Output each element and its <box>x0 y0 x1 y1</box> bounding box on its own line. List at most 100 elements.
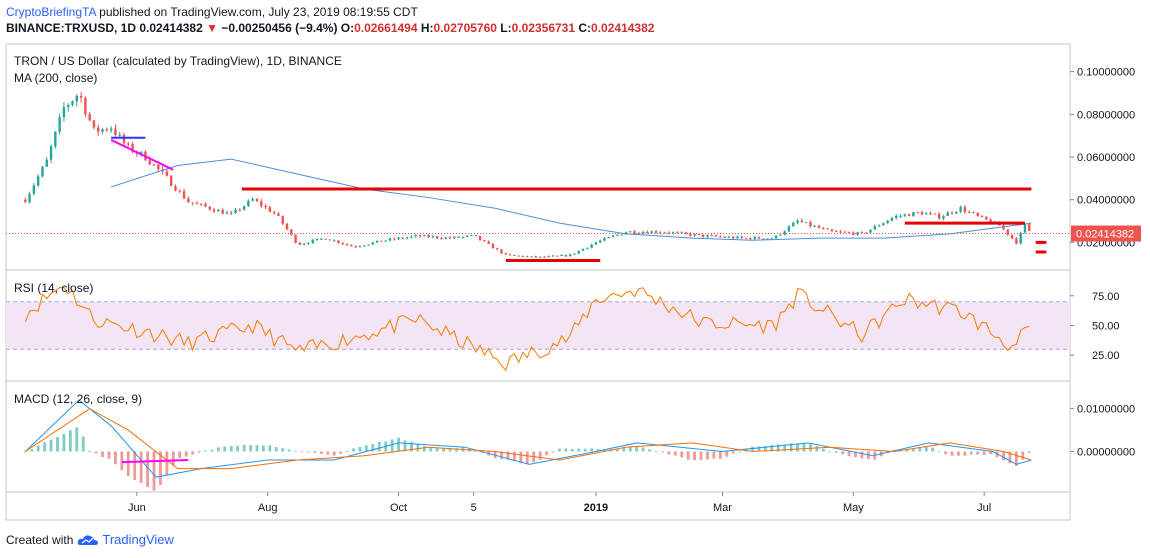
macd-histogram-bar <box>590 448 594 452</box>
time-tick-label: Jul <box>977 502 991 514</box>
macd-histogram-bar <box>570 449 574 452</box>
candle-body <box>230 212 233 214</box>
candle-body <box>551 255 555 257</box>
macd-histogram-bar <box>43 442 47 452</box>
macd-histogram-bar <box>204 450 207 452</box>
candle-body <box>32 185 36 194</box>
candle-body <box>315 238 319 240</box>
macd-histogram-bar <box>210 449 214 452</box>
candle-body <box>723 236 726 238</box>
candle-body <box>277 213 280 216</box>
macd-histogram-bar <box>371 444 375 452</box>
annotation-macd-line[interactable] <box>121 459 189 464</box>
tradingview-logo[interactable]: TradingView <box>77 532 174 547</box>
macd-histogram-bar <box>564 448 568 452</box>
candle-body <box>508 254 512 256</box>
candle-body <box>1002 225 1005 230</box>
candle-body <box>976 212 979 216</box>
macd-histogram-bar <box>242 444 246 452</box>
macd-histogram-bar <box>725 451 729 457</box>
ohlc-line: BINANCE:TRXUSD, 1D 0.02414382 ▼ −0.00250… <box>6 20 654 36</box>
candle-body <box>302 243 306 245</box>
candle-body <box>75 95 78 102</box>
macd-histogram-bar <box>236 445 240 452</box>
candle-body <box>985 216 988 220</box>
candle-body <box>697 234 701 236</box>
macd-histogram-bar <box>615 449 619 452</box>
candle-body <box>744 237 748 239</box>
candle-body <box>191 202 194 204</box>
macd-histogram-bar <box>931 447 935 452</box>
time-tick-label: May <box>843 502 864 514</box>
candle-body <box>873 226 876 230</box>
candle-body <box>320 238 323 240</box>
candle-body <box>36 176 40 186</box>
macd-histogram-bar <box>307 451 310 453</box>
macd-histogram-bar <box>912 448 915 452</box>
candle-body <box>1023 224 1027 233</box>
macd-histogram-bar <box>416 444 420 452</box>
author-link[interactable]: CryptoBriefingTA <box>6 5 96 19</box>
macd-histogram-bar <box>648 449 651 452</box>
macd-pane[interactable] <box>23 399 1032 491</box>
macd-histogram-bar <box>918 447 922 452</box>
macd-histogram-bar <box>551 451 555 453</box>
candle-body <box>719 236 722 238</box>
macd-histogram-bar <box>1008 451 1012 464</box>
ma200-line <box>110 158 1032 241</box>
candle-body <box>822 228 825 230</box>
candle-body <box>654 231 658 233</box>
macd-histogram-bar <box>628 447 632 452</box>
candle-body <box>783 231 786 235</box>
candle-body <box>693 234 696 236</box>
macd-histogram-bar <box>326 451 330 455</box>
change-value: −0.00250456 (−9.4%) <box>221 21 338 35</box>
annotation-trend-line[interactable] <box>110 139 174 171</box>
candle-body <box>933 213 937 215</box>
cloud-icon <box>78 534 99 545</box>
candle-body <box>418 235 422 237</box>
candle-body <box>684 232 688 234</box>
macd-histogram-bar <box>68 430 72 452</box>
candle-body <box>843 231 846 233</box>
candle-body <box>757 237 761 239</box>
price-pane[interactable] <box>6 91 1070 263</box>
candle-body <box>238 209 242 211</box>
macd-histogram-bar <box>474 451 478 452</box>
candle-body <box>847 232 851 234</box>
candle-body <box>67 105 70 108</box>
candle-body <box>903 214 907 216</box>
candle-body <box>869 229 872 233</box>
macd-histogram-bar <box>776 444 780 452</box>
macd-histogram-bar <box>995 451 999 458</box>
candle-body <box>234 209 237 214</box>
macd-histogram-bar <box>358 446 362 452</box>
macd-histogram-bar <box>506 451 510 460</box>
macd-histogram-bar <box>622 447 626 452</box>
candle-body <box>358 246 362 248</box>
macd-histogram-bar <box>661 451 664 453</box>
rsi-pane[interactable] <box>6 287 1070 372</box>
candle-body <box>62 107 66 118</box>
candle-body <box>152 164 156 166</box>
candle-body <box>701 234 705 237</box>
macd-histogram-bar <box>834 451 838 453</box>
candle-body <box>1028 224 1031 231</box>
macd-histogram-bar <box>699 451 703 461</box>
publish-line: CryptoBriefingTA published on TradingVie… <box>6 4 654 20</box>
macd-histogram-bar <box>397 437 400 452</box>
candle-body <box>629 231 632 233</box>
macd-histogram-bar <box>577 448 581 452</box>
candle-body <box>800 220 804 223</box>
candle-body <box>500 249 503 254</box>
candle-body <box>380 240 383 242</box>
macd-histogram-bar <box>75 427 79 452</box>
candle-body <box>444 237 447 239</box>
candle-body <box>384 240 387 242</box>
macd-histogram-bar <box>184 451 188 457</box>
candle-body <box>959 206 962 212</box>
candle-body <box>607 236 610 239</box>
candle-body <box>410 236 413 238</box>
candle-body <box>457 236 460 238</box>
